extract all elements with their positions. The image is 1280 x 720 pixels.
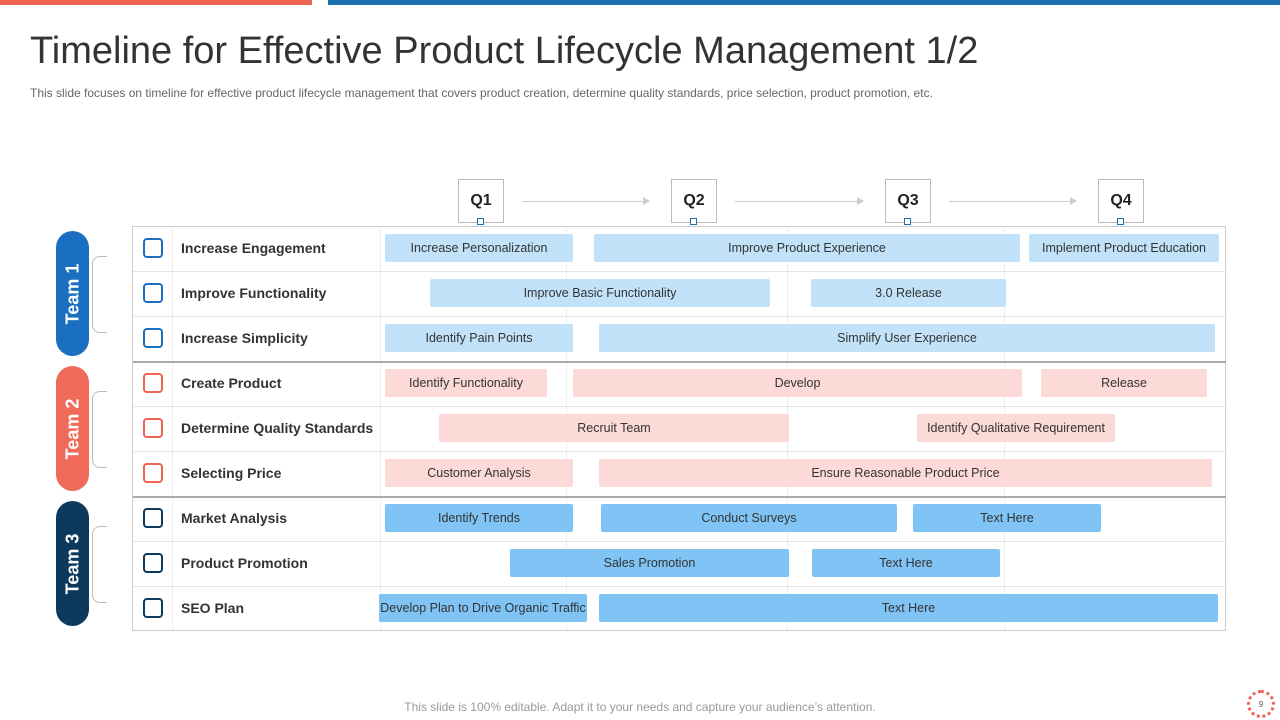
task-bar: Improve Basic Functionality <box>430 279 770 307</box>
row-divider <box>133 586 1226 587</box>
task-bar: Increase Personalization <box>385 234 573 262</box>
row-divider <box>133 271 1226 272</box>
table-frame <box>132 226 1226 631</box>
arrow-head <box>1070 197 1077 205</box>
accent-bar <box>328 0 1280 5</box>
row-icon <box>143 553 163 573</box>
grid-line <box>380 227 381 630</box>
task-bar: Improve Product Experience <box>594 234 1020 262</box>
task-bar: Identify Pain Points <box>385 324 573 352</box>
team-pill: Team 3 <box>56 501 89 626</box>
task-bar: Simplify User Experience <box>599 324 1215 352</box>
row-name: Product Promotion <box>181 555 308 571</box>
arrow-head <box>857 197 864 205</box>
quarter-dot <box>1117 218 1124 225</box>
row-divider <box>133 316 1226 317</box>
quarter-label: Q4 <box>1098 179 1144 223</box>
team-name: Team 2 <box>62 398 82 459</box>
row-icon <box>143 463 163 483</box>
task-bar: Customer Analysis <box>385 459 573 487</box>
task-bar: Recruit Team <box>439 414 789 442</box>
task-bar: Identify Functionality <box>385 369 547 397</box>
team-divider <box>133 496 1226 498</box>
row-name: Increase Simplicity <box>181 330 308 346</box>
row-name: Increase Engagement <box>181 240 326 256</box>
task-bar: Text Here <box>812 549 1000 577</box>
team-pill: Team 2 <box>56 366 89 491</box>
task-bar: Text Here <box>599 594 1218 622</box>
arrow-line <box>735 201 859 202</box>
page-number: 9 <box>1247 690 1275 718</box>
task-bar: Identify Qualitative Requirement <box>917 414 1115 442</box>
row-icon <box>143 328 163 348</box>
arrow-line <box>949 201 1072 202</box>
task-bar: Develop <box>573 369 1022 397</box>
subtitle: This slide focuses on timeline for effec… <box>30 86 933 100</box>
task-bar: 3.0 Release <box>811 279 1006 307</box>
task-bar: Conduct Surveys <box>601 504 897 532</box>
task-bar: Identify Trends <box>385 504 573 532</box>
row-divider <box>133 406 1226 407</box>
footer-note: This slide is 100% editable. Adapt it to… <box>404 700 876 714</box>
task-bar: Text Here <box>913 504 1101 532</box>
team-divider <box>133 361 1226 363</box>
row-divider <box>133 451 1226 452</box>
row-name: Determine Quality Standards <box>181 420 374 436</box>
task-bar: Sales Promotion <box>510 549 789 577</box>
team-pill: Team 1 <box>56 231 89 356</box>
row-icon <box>143 598 163 618</box>
brace <box>92 256 107 333</box>
quarter-label: Q2 <box>671 179 717 223</box>
row-name: Create Product <box>181 375 282 391</box>
title: Timeline for Effective Product Lifecycle… <box>30 30 979 72</box>
quarter-label: Q1 <box>458 179 504 223</box>
row-icon <box>143 418 163 438</box>
task-bar: Implement Product Education <box>1029 234 1219 262</box>
row-icon <box>143 508 163 528</box>
task-bar: Release <box>1041 369 1207 397</box>
row-icon <box>143 373 163 393</box>
quarter-dot <box>477 218 484 225</box>
row-name: Market Analysis <box>181 510 288 526</box>
row-icon <box>143 238 163 258</box>
accent-bar <box>0 0 312 5</box>
row-name: Selecting Price <box>181 465 282 481</box>
quarter-label: Q3 <box>885 179 931 223</box>
brace <box>92 526 107 603</box>
team-name: Team 1 <box>62 263 82 324</box>
row-name: SEO Plan <box>181 600 245 616</box>
row-divider <box>133 541 1226 542</box>
row-icon <box>143 283 163 303</box>
row-name: Improve Functionality <box>181 285 327 301</box>
task-bar: Ensure Reasonable Product Price <box>599 459 1212 487</box>
grid-line <box>172 227 173 630</box>
quarter-dot <box>690 218 697 225</box>
task-bar: Develop Plan to Drive Organic Traffic <box>379 594 587 622</box>
quarter-dot <box>904 218 911 225</box>
brace <box>92 391 107 468</box>
team-name: Team 3 <box>62 533 82 594</box>
arrow-head <box>643 197 650 205</box>
arrow-line <box>522 201 645 202</box>
